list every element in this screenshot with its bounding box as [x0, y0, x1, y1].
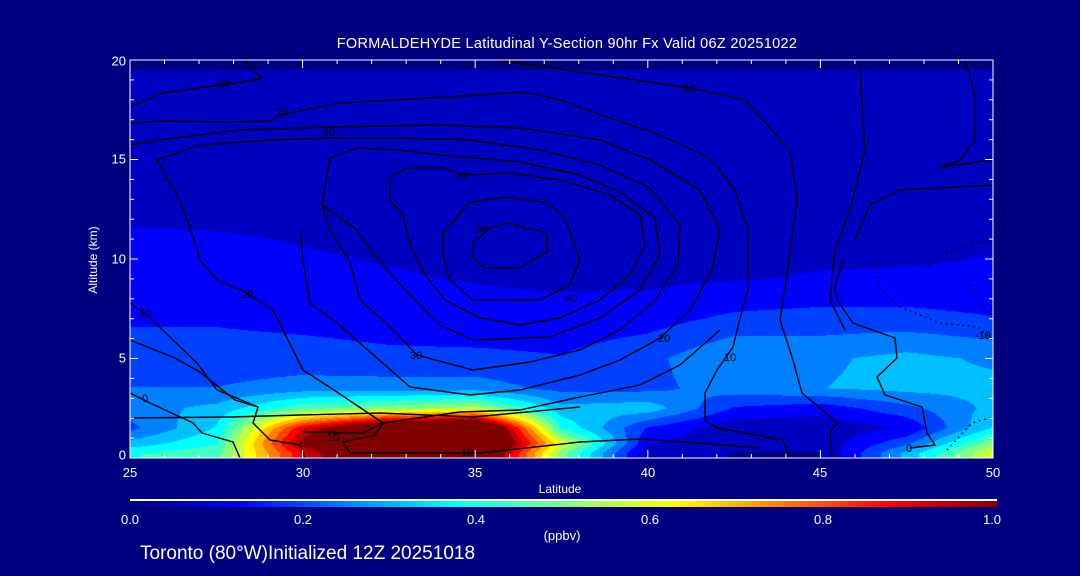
contour-label: 50 [476, 224, 488, 236]
contour-line [389, 167, 646, 326]
y-tick-label: 0 [118, 447, 126, 463]
contour-line [129, 91, 791, 459]
contour-line [129, 59, 263, 108]
x-tick-label: 40 [640, 465, 656, 480]
contour-label: -10 [975, 330, 991, 342]
contour-line [496, 59, 839, 459]
x-tick-label: 30 [295, 465, 311, 480]
colorbar-top-line [130, 499, 997, 501]
contour-line [129, 302, 306, 459]
y-tick-label: 15 [111, 151, 126, 167]
contour-line [129, 124, 721, 396]
contour-line [939, 59, 994, 168]
colorbar-tick-label: 0.0 [120, 512, 140, 527]
contour-line-dotted [946, 416, 994, 451]
contour-line [321, 147, 661, 341]
contour-label: 20 [658, 333, 670, 345]
contour-label: 40 [457, 171, 469, 183]
contour-line [129, 406, 581, 419]
contour-label: 30 [410, 350, 422, 362]
contour-line [129, 339, 259, 408]
contour-line [829, 69, 866, 331]
colorbar-units: (ppbv) [543, 528, 581, 543]
contour-line-dotted [924, 239, 994, 271]
y-tick-label: 20 [111, 53, 126, 69]
x-axis-label: Latitude [538, 482, 582, 496]
x-tick-label: 45 [812, 465, 828, 480]
contour-label: 10 [218, 78, 230, 90]
contour-line-dotted [966, 279, 994, 319]
colorbar-tick-label: 0.2 [293, 512, 313, 527]
contour-label: 0 [142, 393, 148, 405]
y-tick-label: 5 [118, 350, 126, 366]
contour-label: 10 [327, 432, 339, 444]
formaldehyde-heatmap [130, 60, 993, 458]
contour-label: 40 [565, 293, 577, 305]
contour-label: 10 [461, 447, 473, 459]
contour-line-dotted [876, 259, 994, 341]
contour-line [129, 392, 241, 459]
contour-line [854, 184, 994, 241]
footer-caption: Toronto (80°W)Initialized 12Z 20251018 [140, 543, 476, 564]
colorbar-tick-label: 1.0 [982, 512, 1002, 527]
y-axis-label: Altitude (km) [86, 226, 100, 294]
colorbar [130, 501, 997, 507]
contour-line [472, 222, 548, 269]
x-tick-label: 35 [467, 465, 483, 480]
contour-label: 20 [276, 107, 288, 119]
chart-title: FORMALDEHYDE Latitudinal Y-Section 90hr … [336, 36, 798, 52]
contour-label: 10 [684, 83, 696, 95]
contour-line [834, 259, 936, 449]
contour-line [156, 159, 721, 424]
x-tick-label: 50 [985, 465, 1001, 480]
contour-label: 20 [241, 289, 253, 301]
contour-line [156, 137, 681, 371]
x-tick-label: 25 [122, 465, 138, 480]
contour-label: 10 [724, 352, 736, 364]
contour-line [301, 422, 761, 454]
contour-line [442, 196, 581, 301]
contour-label: 10 [139, 308, 151, 320]
contour-label: 30 [323, 127, 335, 139]
colorbar-tick-label: 0.6 [640, 512, 660, 527]
colorbar-tick-label: 0.4 [466, 512, 486, 527]
y-tick-label: 10 [111, 251, 126, 267]
contour-label: 0 [906, 443, 912, 455]
colorbar-tick-label: 0.8 [813, 512, 833, 527]
